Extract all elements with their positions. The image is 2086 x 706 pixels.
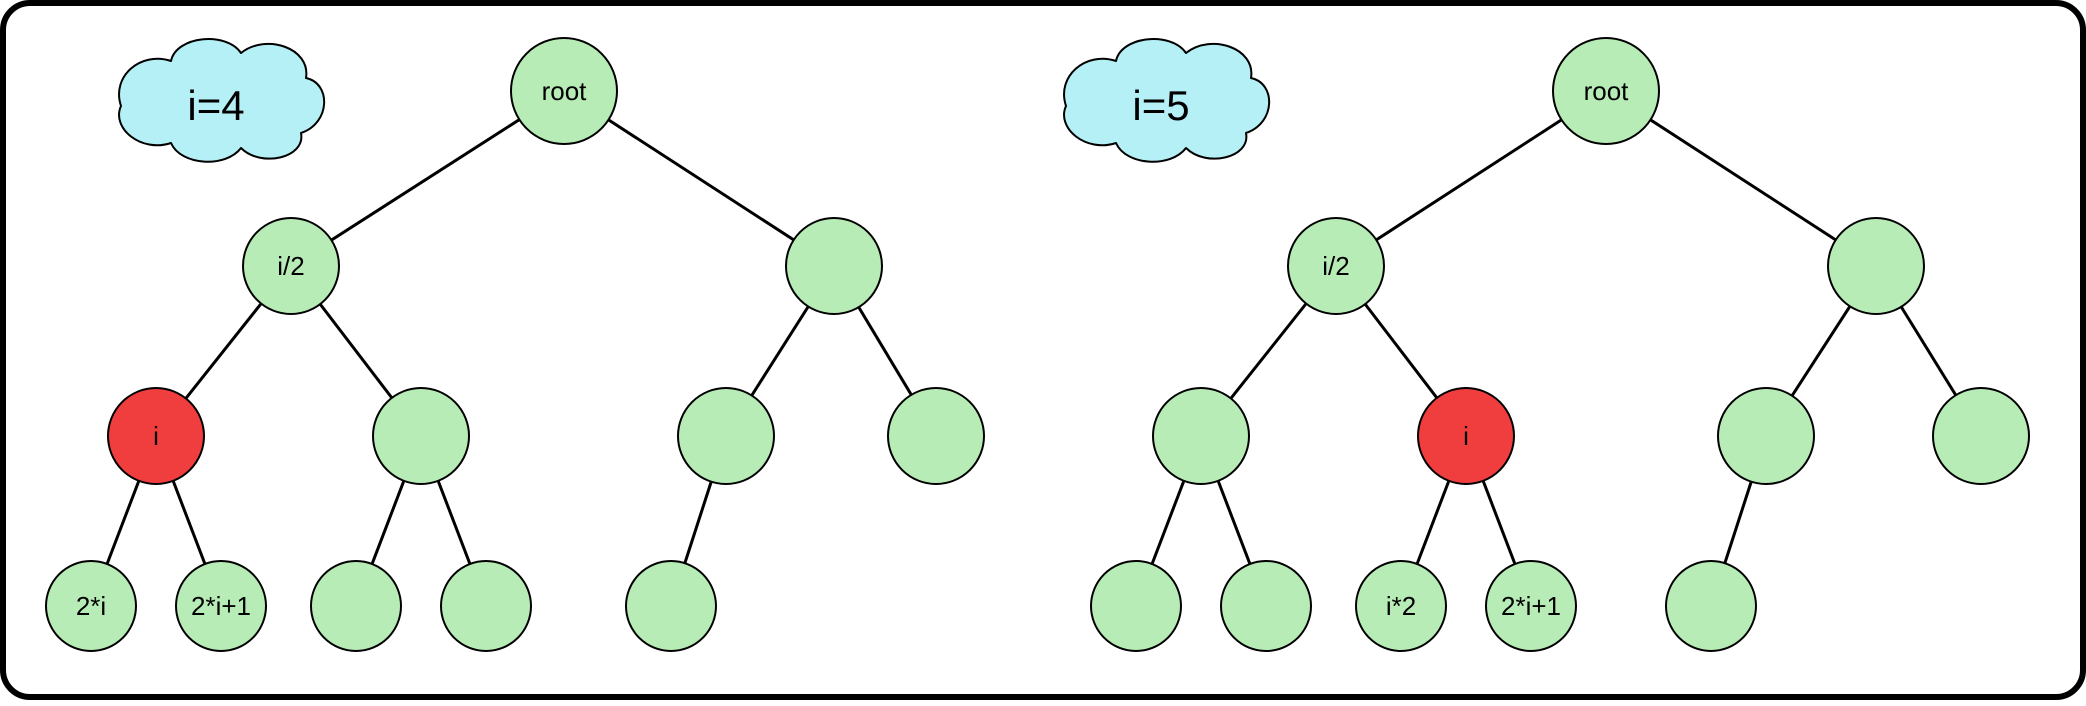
tree-node [1666,561,1756,651]
tree-node [1221,561,1311,651]
cloud-label: i=4 [187,82,244,129]
tree-node-label: i*2 [1386,591,1416,621]
tree-node [786,218,882,314]
tree-1: i=5 root i/2 i i*2 2*i+1 [1064,38,2029,651]
tree-node [1718,388,1814,484]
tree-node [1828,218,1924,314]
tree-node-label: root [1584,76,1630,106]
cloud-label: i=5 [1132,82,1189,129]
tree-node-label: i [1463,421,1469,451]
tree-node [1153,388,1249,484]
tree-node [1091,561,1181,651]
tree-0: i=4 root i/2 i 2*i 2*i+1 [46,38,984,651]
tree-node [441,561,531,651]
tree-node-label: 2*i+1 [191,591,251,621]
tree-node [888,388,984,484]
tree-node-label: root [542,76,588,106]
tree-node [626,561,716,651]
tree-node-label: i [153,421,159,451]
tree-node [678,388,774,484]
tree-node-label: i/2 [277,251,304,281]
diagram-svg: i=4 root i/2 i 2*i 2*i+1 i=5 root i/2 i i*2 2*i+1 [6,6,2086,706]
tree-node [311,561,401,651]
tree-node-label: 2*i+1 [1501,591,1561,621]
diagram-frame: i=4 root i/2 i 2*i 2*i+1 i=5 root i/2 i i*2 2*i+1 [0,0,2086,700]
tree-node-label: 2*i [76,591,106,621]
tree-node [1933,388,2029,484]
tree-node-label: i/2 [1322,251,1349,281]
tree-node [373,388,469,484]
